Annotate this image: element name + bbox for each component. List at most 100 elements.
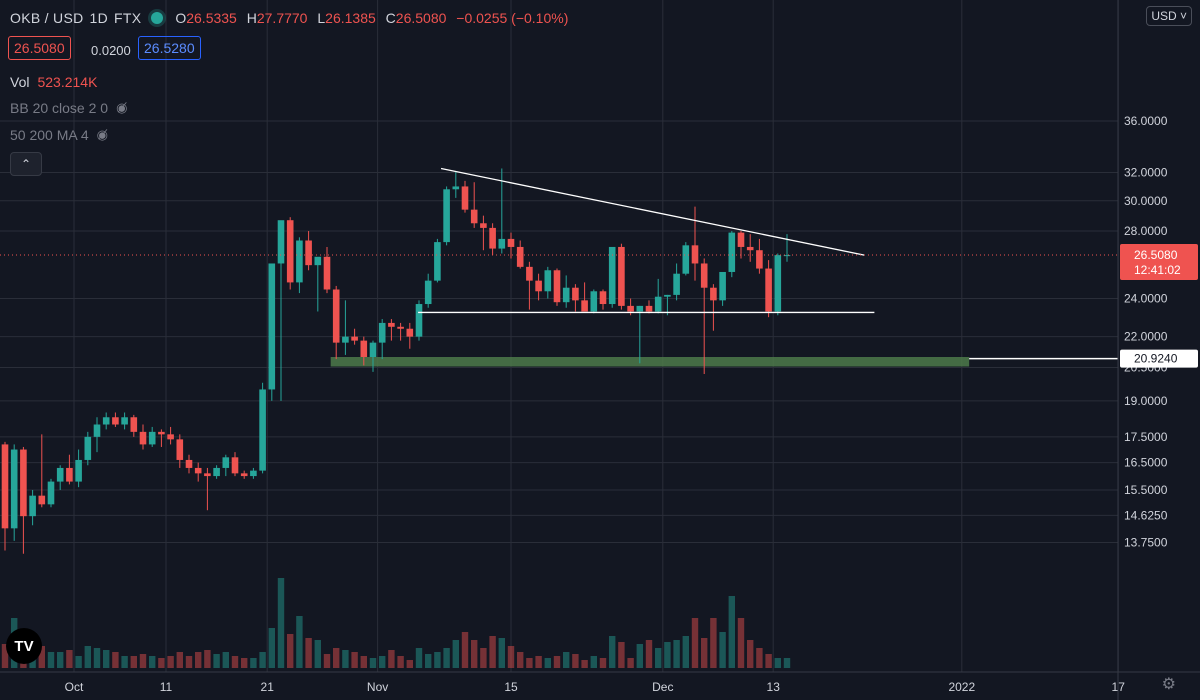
volume-bar: [563, 652, 570, 668]
volume-bar: [93, 648, 101, 668]
volume-bar: [38, 646, 45, 668]
candle-body: [314, 256, 322, 266]
symbol-name[interactable]: OKB / USD: [10, 10, 84, 26]
eye-hidden-icon[interactable]: ◉̸: [116, 100, 128, 115]
volume-bar: [323, 654, 331, 668]
volume-bar: [461, 632, 469, 668]
volume-bar: [489, 636, 496, 668]
price-tick-label: 15.5000: [1124, 483, 1168, 497]
candle-body: [360, 340, 368, 357]
collapse-legend-button[interactable]: ⌃: [10, 152, 42, 176]
volume-legend[interactable]: Vol 523.214K: [10, 74, 98, 90]
volume-bar: [691, 618, 699, 668]
volume-bar: [176, 652, 183, 668]
candle-body: [654, 296, 662, 312]
price-tick-label: 17.5000: [1124, 430, 1168, 444]
price-tick-label: 22.0000: [1124, 330, 1168, 344]
candle-body: [765, 268, 772, 312]
volume-bar: [627, 658, 634, 668]
time-tick-label: 21: [261, 680, 275, 694]
volume-bar: [701, 638, 708, 668]
level-label-bg: [1120, 349, 1198, 368]
candle-body: [434, 242, 441, 281]
buy-button[interactable]: 26.5280: [138, 36, 201, 60]
support-zone: [330, 356, 1118, 367]
volume-bar: [737, 618, 745, 668]
candle-body: [47, 481, 55, 505]
price-tick-label: 32.0000: [1124, 166, 1168, 180]
volume-bar: [553, 656, 561, 668]
volume-bar: [710, 618, 717, 668]
volume-bar: [185, 656, 193, 668]
ma-legend[interactable]: 50 200 MA 4 ◉̸: [10, 127, 108, 143]
volume-bar: [526, 658, 533, 668]
volume-bar: [645, 640, 653, 668]
volume-bar: [581, 660, 588, 668]
spread-value: 0.0200: [91, 43, 131, 58]
volume-bar: [609, 636, 616, 668]
volume-bar: [149, 656, 156, 668]
volume-bar: [296, 616, 303, 668]
volume-bar: [618, 642, 625, 668]
volume-bar: [434, 652, 441, 668]
candle-body: [213, 467, 220, 477]
market-status-icon: [151, 12, 164, 24]
candle-body: [139, 431, 147, 445]
ohlc-values: O26.5335 H27.7770 L26.1385 C26.5080 −0.0…: [175, 10, 569, 26]
candle-body: [158, 431, 165, 435]
volume-bar: [287, 634, 294, 668]
volume-bar: [498, 638, 505, 668]
sell-button[interactable]: 26.5080: [8, 36, 71, 60]
candle-body: [342, 336, 349, 343]
volume-bar: [406, 660, 413, 668]
volume-bar: [544, 658, 551, 668]
eye-hidden-icon[interactable]: ◉̸: [96, 127, 108, 142]
descending-trendline[interactable]: [440, 167, 865, 256]
candle-body: [176, 439, 184, 460]
volume-bar: [84, 646, 91, 668]
candle-body: [581, 300, 588, 312]
candle-body: [590, 291, 598, 312]
chevron-up-icon: ⌃: [20, 157, 32, 171]
candle-body: [388, 322, 395, 327]
volume-bar: [765, 654, 772, 668]
volume-bar: [277, 578, 285, 668]
price-tick-label: 16.5000: [1124, 456, 1168, 470]
candle-body: [332, 289, 340, 343]
grid-lines: [0, 0, 1119, 672]
volume-bar: [572, 654, 579, 668]
candle-body: [553, 270, 561, 303]
volume-bar: [314, 640, 321, 668]
candle-body: [351, 336, 358, 341]
candle-body: [608, 246, 616, 305]
interval[interactable]: 1D: [89, 10, 108, 26]
trendlines[interactable]: [418, 167, 875, 314]
volume-bar: [719, 632, 726, 668]
price-tick-label: 24.0000: [1124, 292, 1168, 306]
volume-bar: [443, 648, 450, 668]
candle-body: [682, 245, 690, 274]
time-tick-label: Dec: [652, 680, 673, 694]
tradingview-logo[interactable]: TV: [6, 628, 42, 664]
time-axis[interactable]: Oct 11 21 Nov 15 Dec 13 2022 17: [0, 671, 1200, 694]
volume-bar: [673, 640, 680, 668]
candle-body: [20, 449, 27, 517]
candle-body: [231, 457, 239, 474]
candle-body: [526, 266, 533, 281]
candle-body: [148, 431, 156, 445]
gear-icon[interactable]: ⚙: [1161, 676, 1176, 693]
price-change: −0.0255 (−0.10%): [456, 10, 569, 26]
candle-body: [415, 304, 423, 337]
candle-body: [452, 186, 460, 190]
candle-body: [498, 238, 506, 249]
volume-bar: [369, 658, 377, 668]
bb-legend[interactable]: BB 20 close 2 0 ◉̸: [10, 100, 128, 116]
candle-body: [185, 459, 193, 468]
candle-body: [250, 470, 257, 477]
volume-bar: [360, 656, 367, 668]
currency-select[interactable]: USD ˅: [1146, 6, 1192, 26]
volume-bar: [655, 648, 662, 668]
volume-bar: [747, 640, 754, 668]
